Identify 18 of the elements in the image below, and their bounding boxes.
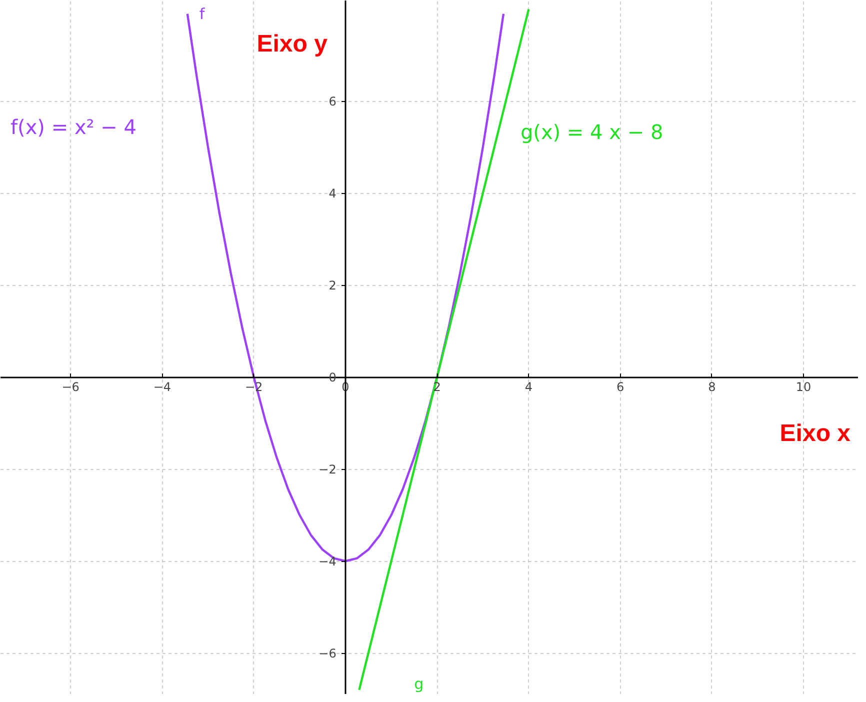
y-tick-label: 6 — [328, 94, 336, 109]
y-tick-label: 4 — [328, 186, 336, 201]
y-tick-label: 2 — [328, 278, 336, 293]
x-tick-label: 6 — [616, 380, 624, 394]
x-tick-label: −6 — [62, 380, 80, 394]
x-tick-label: 4 — [524, 380, 532, 394]
y-axis-title: Eixo y — [256, 30, 328, 58]
x-tick-label: 10 — [796, 380, 812, 394]
y-tick-label: −6 — [318, 646, 336, 661]
x-tick-label: 8 — [708, 380, 716, 394]
annotation: f(x) = x² − 4 — [10, 115, 137, 140]
text: g — [414, 674, 424, 693]
x-axis-title: Eixo x — [780, 420, 852, 448]
annotation: g(x) = 4 x − 8 — [520, 120, 664, 144]
x-tick-label: −4 — [153, 380, 172, 394]
y-tick-label: −4 — [318, 554, 336, 569]
y-tick-label: −2 — [318, 462, 336, 477]
series-label: f — [199, 4, 206, 23]
